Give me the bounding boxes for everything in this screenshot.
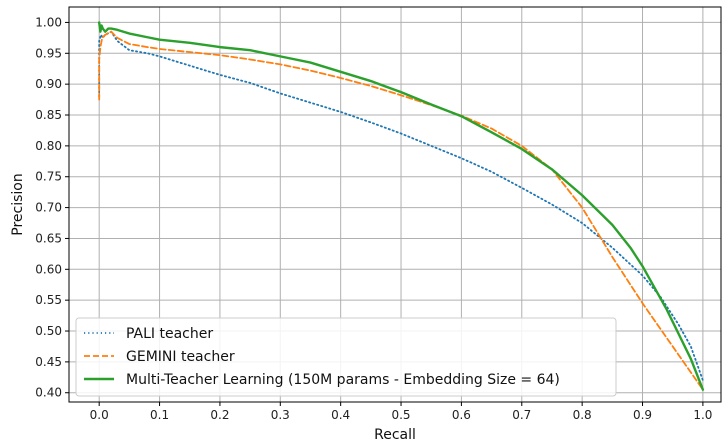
x-tick-label: 1.0 (693, 408, 712, 422)
y-axis-title: Precision (10, 173, 26, 235)
legend-label-pali: PALI teacher (126, 326, 213, 342)
y-tick-label: 0.95 (35, 46, 62, 60)
legend-label-gemini: GEMINI teacher (126, 349, 235, 365)
x-tick-label: 0.7 (512, 408, 531, 422)
x-tick-label: 0.8 (573, 408, 592, 422)
legend: PALI teacher GEMINI teacher Multi-Teache… (75, 317, 617, 397)
series-layer (97, 21, 705, 391)
x-tick-label: 0.9 (633, 408, 652, 422)
x-tick-label: 0.5 (391, 408, 410, 422)
y-tick-label: 0.60 (35, 262, 62, 276)
legend-box (75, 317, 617, 397)
y-axis-ticks: 0.40 0.45 0.50 0.55 0.60 0.65 0.70 0.75 0.80 0.85… (35, 15, 69, 400)
y-tick-label: 1.00 (35, 15, 62, 29)
y-tick-label: 0.65 (35, 231, 62, 245)
multi-teacher-line (97, 21, 705, 391)
y-tick-label: 0.45 (35, 355, 62, 369)
x-tick-label: 0.6 (452, 408, 471, 422)
y-tick-label: 0.80 (35, 139, 62, 153)
y-tick-label: 0.90 (35, 77, 62, 91)
y-tick-label: 0.75 (35, 170, 62, 184)
y-tick-label: 0.85 (35, 108, 62, 122)
gemini-teacher-line (98, 30, 704, 391)
y-tick-label: 0.70 (35, 201, 62, 215)
x-tick-label: 0.2 (210, 408, 229, 422)
y-tick-label: 0.40 (35, 386, 62, 400)
y-tick-label: 0.55 (35, 293, 62, 307)
y-tick-label: 0.50 (35, 324, 62, 338)
x-tick-label: 0.4 (331, 408, 350, 422)
plot-frame (68, 6, 722, 403)
x-axis-ticks: 0.0 0.1 0.2 0.3 0.4 0.5 0.6 0.7 0.8 0.9 1.0 (90, 402, 712, 422)
x-tick-label: 0.1 (150, 408, 169, 422)
x-tick-label: 0.0 (90, 408, 109, 422)
legend-label-multi-teacher: Multi-Teacher Learning (150M params - Em… (126, 372, 560, 388)
x-axis-title: Recall (374, 427, 416, 443)
x-tick-label: 0.3 (271, 408, 290, 422)
